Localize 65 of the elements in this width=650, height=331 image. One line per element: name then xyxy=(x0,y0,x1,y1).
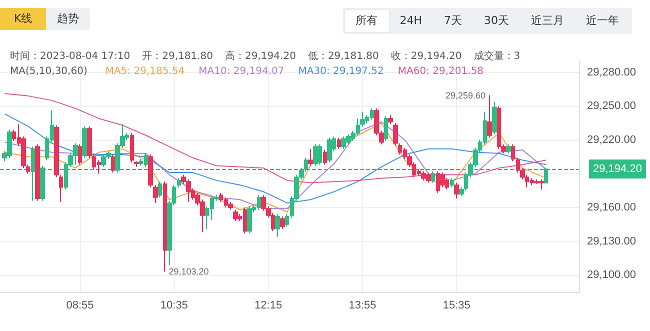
text: 7天 xyxy=(443,13,463,29)
candlestick xyxy=(233,209,238,222)
candlestick xyxy=(130,132,134,163)
y-tick-label: 29,280.00 xyxy=(587,66,636,78)
candlestick xyxy=(247,206,252,234)
annotation: 开：29,181.80 xyxy=(142,51,214,62)
candlestick xyxy=(388,114,393,125)
candlestick xyxy=(275,214,280,238)
candlestick xyxy=(511,144,515,162)
candlestick xyxy=(487,94,492,138)
candlestick xyxy=(280,216,285,230)
text: MA5: 29,185.54 xyxy=(105,66,185,77)
annotation: 低：29,181.80 xyxy=(308,51,379,62)
candlestick xyxy=(228,201,233,210)
x-tick-label: 10:35 xyxy=(160,300,188,312)
ref-line-label: 29,194.20 xyxy=(593,162,642,175)
y-tick-label: 29,160.00 xyxy=(587,201,636,214)
candlestick xyxy=(158,181,162,198)
annotation: 成交量：3 xyxy=(474,51,520,62)
text: 近一年 xyxy=(585,13,620,29)
text: 趋势 xyxy=(56,11,80,27)
text: MA60: 29,201.58 xyxy=(398,66,484,77)
annotation: 高：29,194.20 xyxy=(225,51,296,62)
candlestick xyxy=(78,144,82,166)
text: K线 xyxy=(0,8,46,30)
x-tick-label: 13:55 xyxy=(348,300,376,312)
text: 所有 xyxy=(344,10,389,32)
candlestick xyxy=(360,111,365,127)
candlestick xyxy=(506,144,511,154)
annotation: 时间：2023-08-04 17:10 xyxy=(10,51,130,62)
candlestick xyxy=(163,181,167,272)
annotation: 收：29,194.20 xyxy=(390,51,462,62)
y-tick-label: 29,220.00 xyxy=(587,134,636,146)
annotation: 29,103.20 xyxy=(168,266,209,276)
candlestick xyxy=(134,160,139,168)
candlestick xyxy=(337,137,341,150)
x-tick-label: 15:35 xyxy=(442,300,470,312)
y-tick-label: 29,100.00 xyxy=(587,269,636,282)
x-tick-label: 08:55 xyxy=(66,300,94,312)
line-series xyxy=(4,93,547,184)
candlestick xyxy=(35,144,40,202)
annotation: 29,259.60 xyxy=(446,90,486,100)
text: MA30: 29,197.52 xyxy=(298,66,384,77)
candlestick xyxy=(148,154,153,188)
candlestick xyxy=(153,184,158,204)
candlestick xyxy=(82,126,87,158)
text: 近三月 xyxy=(530,13,565,29)
candlestick xyxy=(313,144,318,166)
candlestick xyxy=(450,178,454,188)
candlestick xyxy=(327,137,332,163)
text: MA10: 29,194.07 xyxy=(198,66,284,77)
x-tick-label: 12:15 xyxy=(254,300,282,312)
candlestick xyxy=(492,101,497,135)
candlestick xyxy=(454,182,459,199)
text: 24H xyxy=(398,13,423,29)
legend-title: MA(5,10,30,60) xyxy=(10,66,88,77)
candlestick xyxy=(323,150,327,166)
y-tick-label: 29,250.00 xyxy=(587,100,636,112)
candlestick xyxy=(384,116,388,142)
candlestick xyxy=(308,148,313,166)
candlestick xyxy=(111,154,115,174)
candlestick xyxy=(285,214,289,228)
text: 30天 xyxy=(483,13,510,29)
candlestick xyxy=(177,178,181,188)
y-tick-label: 29,130.00 xyxy=(587,235,636,248)
